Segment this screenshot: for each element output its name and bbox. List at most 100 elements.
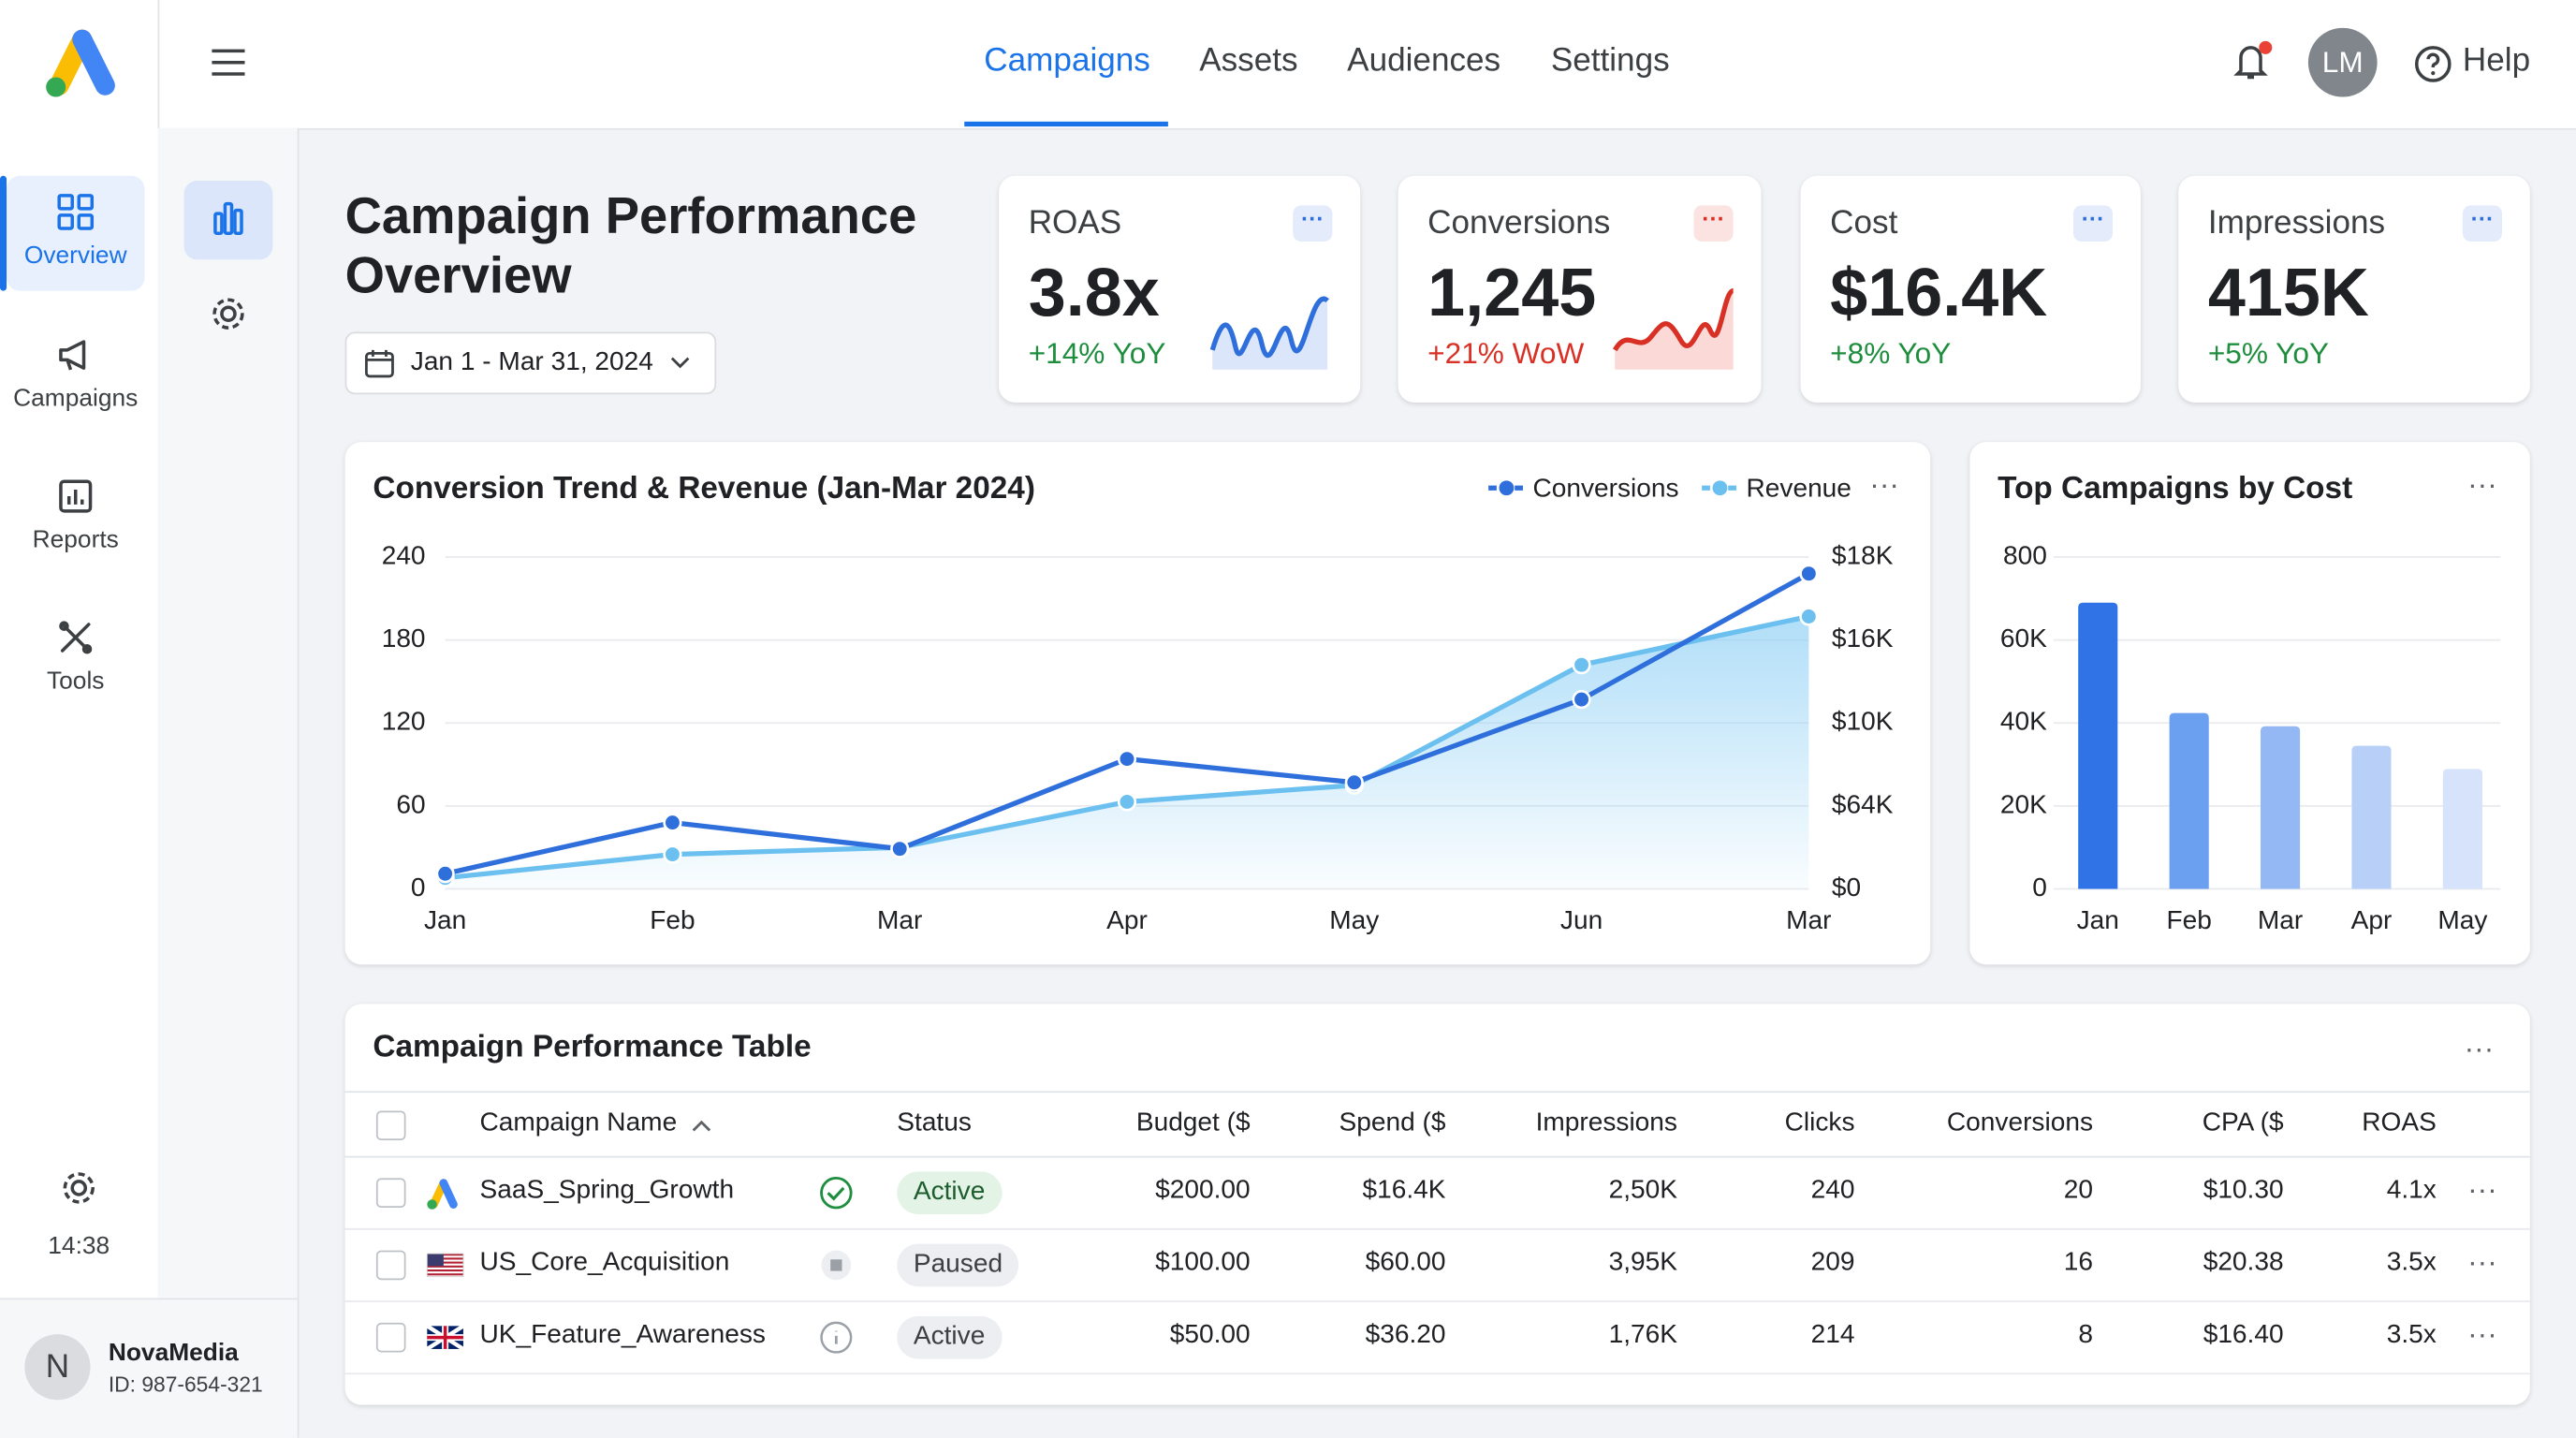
- cell: 4.1x: [2386, 1176, 2437, 1205]
- x-tick-label: Apr: [1106, 905, 1148, 934]
- help-link[interactable]: Help: [2462, 42, 2531, 80]
- nav-label: Campaigns: [13, 384, 139, 413]
- chart-menu[interactable]: ···: [1869, 467, 1899, 501]
- cell: 2,50K: [1608, 1176, 1677, 1205]
- row-checkbox[interactable]: [375, 1250, 406, 1281]
- x-tick-label: Feb: [2166, 905, 2211, 934]
- x-tick-label: Jan: [424, 905, 466, 934]
- bar: [2351, 745, 2392, 889]
- reports-icon: [59, 479, 93, 513]
- y-tick-label: 0: [2032, 873, 2047, 902]
- bar: [2169, 712, 2209, 889]
- account-name: NovaMedia: [108, 1339, 239, 1368]
- column-header: Impressions: [1535, 1108, 1677, 1137]
- user-avatar[interactable]: LM: [2307, 27, 2378, 97]
- overview-icon: [57, 194, 95, 230]
- date-picker[interactable]: Jan 1 - Mar 31, 2024: [344, 331, 717, 395]
- notifications[interactable]: [2230, 37, 2279, 86]
- row-menu[interactable]: ···: [2467, 1173, 2497, 1207]
- point: [1344, 772, 1364, 792]
- row-checkbox[interactable]: [375, 1322, 406, 1353]
- bar: [2261, 726, 2301, 889]
- account-id: ID: 987-654-321: [108, 1372, 263, 1397]
- point: [435, 864, 455, 884]
- legend-label: Conversions: [1533, 473, 1679, 502]
- account-avatar[interactable]: N: [24, 1334, 91, 1401]
- kpi-menu[interactable]: ···: [1693, 205, 1734, 242]
- area: [445, 616, 1809, 889]
- point: [1799, 607, 1819, 626]
- top-bar: [0, 0, 2576, 130]
- row-icon: [426, 1253, 464, 1278]
- chevron: [670, 357, 690, 369]
- tab[interactable]: Assets: [1199, 42, 1298, 80]
- sparkline: [1209, 296, 1329, 370]
- y2-tick-label: $0: [1832, 873, 1861, 902]
- status-pill: Active: [897, 1315, 1002, 1359]
- y2-tick-label: $16K: [1832, 624, 1894, 653]
- kpi-change: +21% WoW: [1427, 336, 1585, 370]
- kpi-menu[interactable]: ···: [1293, 205, 1333, 242]
- cell: 3,95K: [1608, 1248, 1677, 1277]
- kpi-menu[interactable]: ···: [2462, 205, 2503, 242]
- cell: 209: [1810, 1248, 1855, 1277]
- tab-underline: [964, 121, 1168, 127]
- chart-tool[interactable]: [183, 181, 273, 260]
- select-all[interactable]: [375, 1110, 406, 1141]
- point: [1117, 792, 1137, 812]
- chart-title: Conversion Trend & Revenue (Jan-Mar 2024…: [373, 471, 1035, 506]
- y-tick-label: 40K: [2000, 707, 2047, 736]
- cell: 1,76K: [1608, 1321, 1677, 1349]
- gear-icon[interactable]: [211, 296, 247, 332]
- kpi-label: Conversions: [1427, 205, 1611, 242]
- status-icon: [820, 1177, 853, 1210]
- settings-icon[interactable]: [61, 1170, 97, 1207]
- nav-campaigns[interactable]: Campaigns: [7, 318, 144, 433]
- x-tick-label: May: [1329, 905, 1379, 934]
- kpi-card: Cost ··· $16.4K +8% YoY: [1800, 175, 2141, 403]
- row-menu[interactable]: ···: [2467, 1245, 2497, 1279]
- kpi-change: +8% YoY: [1830, 336, 1952, 370]
- logo: [46, 29, 115, 97]
- cell: $20.38: [2203, 1248, 2284, 1277]
- kpi-change: +5% YoY: [2207, 336, 2329, 370]
- help-icon[interactable]: [2413, 44, 2452, 83]
- nav-tools[interactable]: Tools: [7, 601, 144, 716]
- campaign-name: US_Core_Acquisition: [479, 1248, 730, 1277]
- cell: $16.40: [2203, 1321, 2284, 1349]
- y2-tick-label: $64K: [1832, 789, 1894, 818]
- chart-menu[interactable]: ···: [2467, 467, 2497, 501]
- x-tick-label: Mar: [1786, 905, 1831, 934]
- nav-overview[interactable]: Overview: [0, 175, 145, 291]
- x-tick-label: Jun: [1560, 905, 1603, 934]
- cell: $16.4K: [1362, 1176, 1446, 1205]
- legend-dot: [1712, 480, 1728, 496]
- kpi-menu[interactable]: ···: [2072, 205, 2114, 242]
- cell: 3.5x: [2386, 1321, 2437, 1349]
- kpi-card: Impressions ··· 415K +5% YoY: [2178, 175, 2530, 403]
- nav-label: Reports: [32, 525, 119, 554]
- y-tick-label: 120: [382, 707, 426, 736]
- tab[interactable]: Campaigns: [984, 42, 1150, 80]
- menu-button[interactable]: [211, 46, 247, 79]
- kpi-label: ROAS: [1028, 205, 1122, 242]
- table-menu[interactable]: ···: [2464, 1032, 2495, 1065]
- column-header: Status: [897, 1108, 972, 1137]
- cell: $60.00: [1365, 1248, 1446, 1277]
- row-checkbox[interactable]: [375, 1178, 406, 1208]
- point: [890, 839, 910, 858]
- status-icon: [820, 1321, 853, 1354]
- y-tick-label: 60K: [2000, 624, 2047, 653]
- tab[interactable]: Settings: [1550, 42, 1670, 80]
- sort-icon[interactable]: [692, 1120, 711, 1132]
- x-tick-label: Jan: [2077, 905, 2119, 934]
- row-icon: [427, 1265, 463, 1268]
- x-tick-label: Mar: [2258, 905, 2303, 934]
- y2-tick-label: $18K: [1832, 540, 1894, 569]
- bar: [2078, 602, 2118, 889]
- row-menu[interactable]: ···: [2467, 1317, 2497, 1351]
- tab[interactable]: Audiences: [1347, 42, 1501, 80]
- nav-reports[interactable]: Reports: [7, 460, 144, 575]
- kpi-card: Conversions ··· 1,245 +21% WoW: [1398, 175, 1762, 403]
- cell: 20: [2063, 1176, 2093, 1205]
